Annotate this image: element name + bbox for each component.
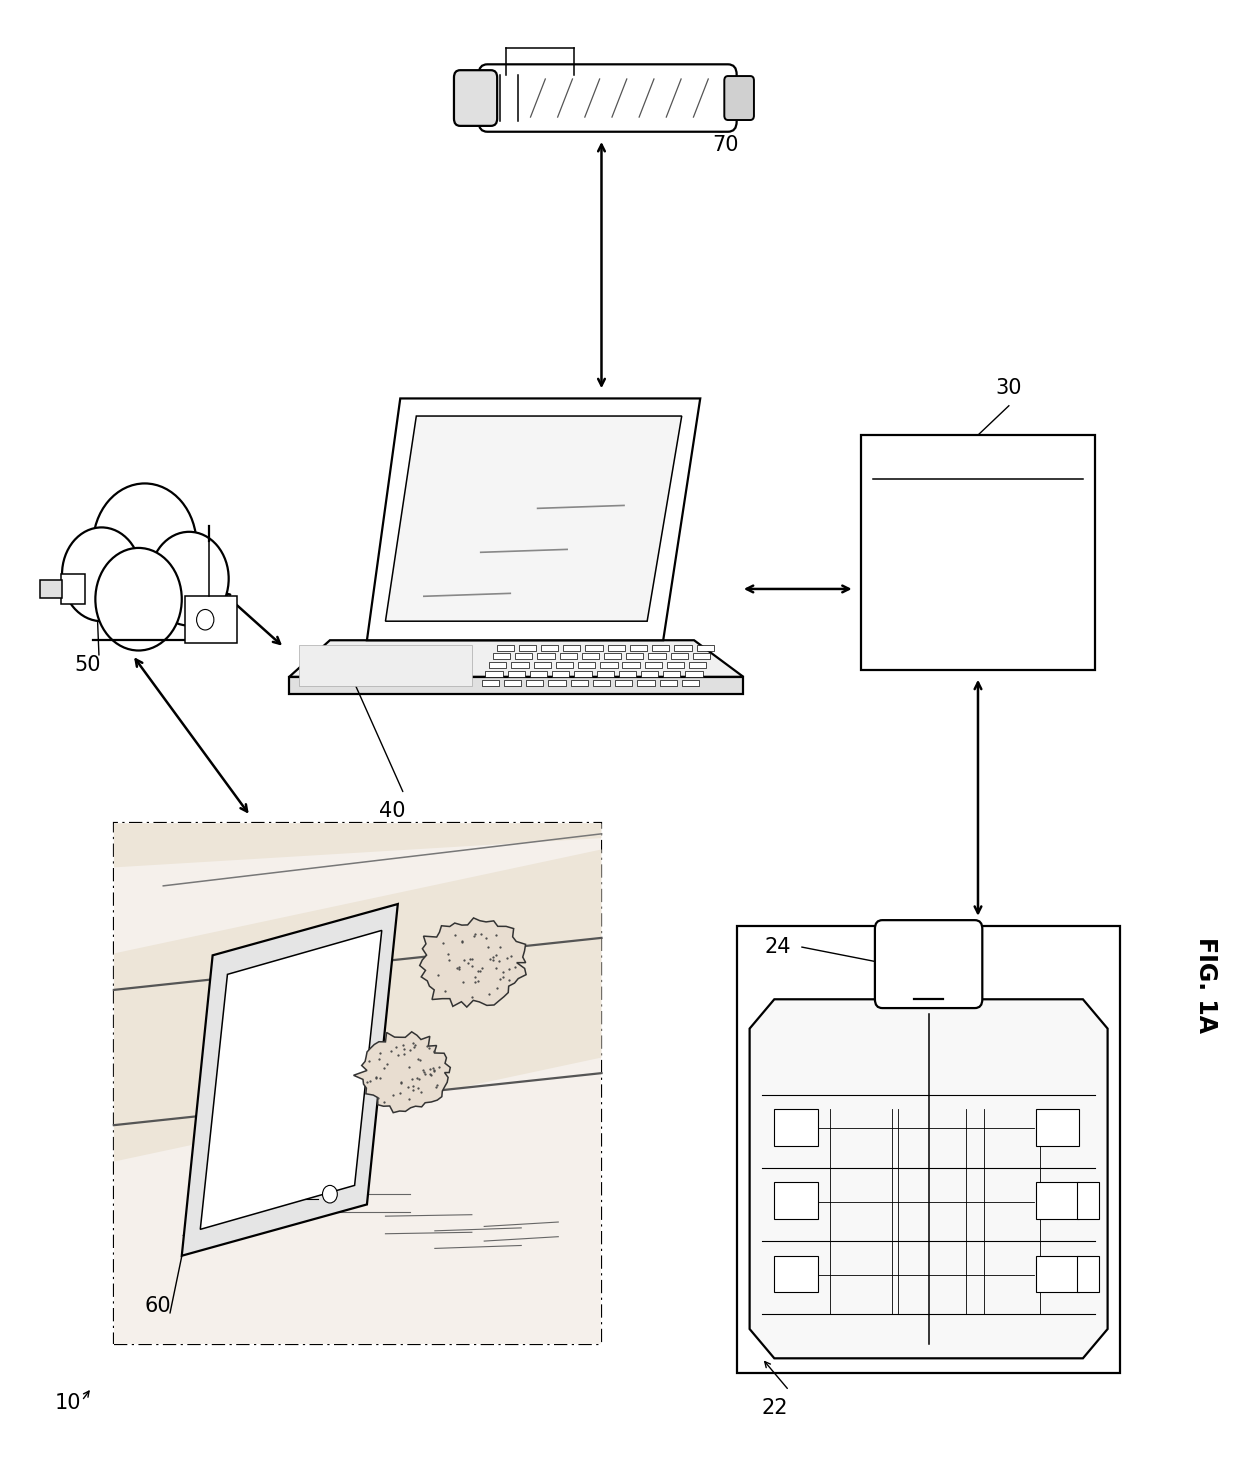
Polygon shape — [114, 824, 601, 868]
Bar — [738, 927, 1120, 1372]
Bar — [645, 662, 662, 668]
Bar — [515, 653, 532, 659]
Bar — [1076, 1183, 1099, 1219]
Bar — [626, 653, 644, 659]
FancyBboxPatch shape — [479, 65, 737, 132]
Bar — [689, 662, 707, 668]
Text: 24: 24 — [764, 937, 791, 956]
Bar — [548, 680, 565, 685]
Bar — [1035, 1256, 1079, 1293]
Bar — [861, 435, 1095, 669]
Bar — [660, 680, 677, 685]
Bar — [682, 680, 699, 685]
Polygon shape — [750, 999, 1107, 1358]
Bar — [61, 574, 86, 603]
Bar — [596, 671, 614, 677]
Bar — [496, 644, 513, 650]
Bar — [585, 644, 603, 650]
Bar — [667, 662, 684, 668]
Polygon shape — [289, 677, 744, 694]
Bar — [600, 662, 618, 668]
Bar — [114, 824, 601, 1343]
Circle shape — [95, 547, 182, 650]
Polygon shape — [182, 905, 398, 1256]
Text: 10: 10 — [55, 1393, 81, 1412]
Bar — [582, 653, 599, 659]
Bar — [663, 671, 681, 677]
Bar — [615, 680, 632, 685]
Bar — [652, 644, 670, 650]
Bar — [686, 671, 703, 677]
Bar — [511, 662, 528, 668]
Text: 40: 40 — [379, 802, 405, 821]
Bar — [570, 680, 588, 685]
Bar — [1035, 1183, 1079, 1219]
Text: 50: 50 — [74, 655, 100, 675]
Text: 70: 70 — [713, 135, 739, 154]
Text: 60: 60 — [145, 1296, 171, 1317]
Bar — [541, 644, 558, 650]
Circle shape — [197, 609, 213, 630]
Bar — [774, 1183, 817, 1219]
Bar — [556, 662, 573, 668]
FancyBboxPatch shape — [454, 71, 497, 127]
Bar — [563, 644, 580, 650]
Bar — [114, 824, 601, 1343]
Polygon shape — [367, 399, 701, 640]
Polygon shape — [419, 918, 526, 1008]
FancyBboxPatch shape — [724, 76, 754, 121]
Bar — [671, 653, 688, 659]
Bar — [529, 671, 547, 677]
Bar — [503, 680, 521, 685]
Bar — [608, 644, 625, 650]
Bar — [485, 671, 502, 677]
Polygon shape — [201, 930, 382, 1230]
Bar — [40, 580, 62, 597]
Circle shape — [62, 528, 141, 621]
Bar — [622, 662, 640, 668]
Bar — [186, 596, 237, 643]
Bar — [693, 653, 711, 659]
FancyBboxPatch shape — [875, 921, 982, 1008]
Text: FIG. 1A: FIG. 1A — [1194, 937, 1219, 1033]
Bar — [1076, 1256, 1099, 1293]
Polygon shape — [114, 849, 601, 1162]
Polygon shape — [386, 416, 682, 621]
Bar — [559, 653, 577, 659]
Bar — [774, 1256, 817, 1293]
Bar — [574, 671, 591, 677]
Bar — [526, 680, 543, 685]
Bar — [299, 644, 472, 685]
Bar — [604, 653, 621, 659]
Bar — [641, 671, 658, 677]
Bar — [697, 644, 714, 650]
Bar — [649, 653, 666, 659]
Bar — [578, 662, 595, 668]
Bar — [533, 662, 551, 668]
Text: 30: 30 — [996, 378, 1022, 399]
Bar — [637, 680, 655, 685]
Bar — [630, 644, 647, 650]
Bar — [774, 1109, 817, 1146]
Bar — [518, 644, 536, 650]
Circle shape — [93, 484, 197, 606]
Polygon shape — [289, 640, 744, 677]
Circle shape — [150, 533, 228, 625]
Text: 22: 22 — [761, 1397, 789, 1418]
Bar — [552, 671, 569, 677]
Bar — [482, 680, 498, 685]
Bar — [537, 653, 554, 659]
Bar — [507, 671, 525, 677]
Circle shape — [322, 1186, 337, 1203]
Circle shape — [58, 465, 231, 669]
Bar — [593, 680, 610, 685]
Bar — [619, 671, 636, 677]
Bar — [489, 662, 506, 668]
Bar — [1035, 1109, 1079, 1146]
Bar — [492, 653, 510, 659]
Bar — [675, 644, 692, 650]
Polygon shape — [353, 1031, 450, 1112]
